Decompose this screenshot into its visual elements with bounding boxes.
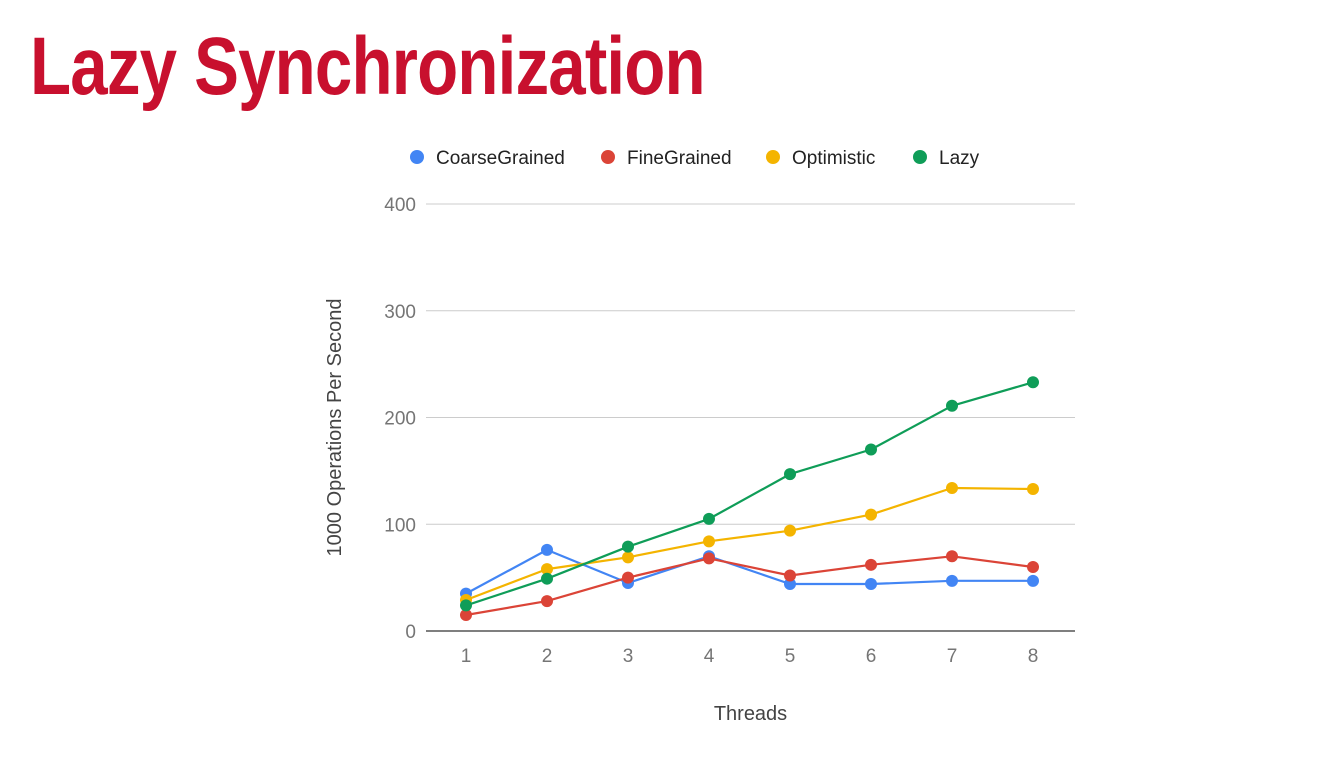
data-point xyxy=(541,595,553,608)
x-tick-label: 8 xyxy=(1028,646,1039,667)
data-point xyxy=(1027,376,1039,389)
y-tick-label: 400 xyxy=(384,195,416,216)
legend-marker xyxy=(601,150,615,164)
series-lazy xyxy=(460,376,1039,612)
data-point xyxy=(622,551,634,564)
legend-label: Lazy xyxy=(939,148,980,169)
legend: CoarseGrained FineGrained Optimistic Lazy xyxy=(410,148,980,169)
legend-label: Optimistic xyxy=(792,148,875,169)
legend-marker xyxy=(410,150,424,164)
series-line xyxy=(465,555,1034,617)
legend-marker xyxy=(766,150,780,164)
data-point xyxy=(541,563,553,576)
slide-title: Lazy Synchronization xyxy=(30,21,706,112)
legend-label: CoarseGrained xyxy=(436,148,565,169)
legend-item: Lazy xyxy=(913,148,980,169)
data-point xyxy=(946,399,958,412)
y-tick-label: 100 xyxy=(384,515,416,536)
x-tick-label: 7 xyxy=(947,646,958,667)
data-point xyxy=(865,558,877,571)
data-point xyxy=(784,569,796,582)
legend-item: CoarseGrained xyxy=(410,148,565,169)
data-point xyxy=(784,468,796,481)
series-layer xyxy=(460,376,1039,621)
data-point xyxy=(784,578,796,591)
data-point xyxy=(622,571,634,584)
x-axis-title: Threads xyxy=(714,703,787,725)
series-finegrained xyxy=(460,550,1039,621)
series-line xyxy=(465,486,1034,602)
legend-marker xyxy=(913,150,927,164)
data-point xyxy=(865,578,877,591)
legend-label: FineGrained xyxy=(627,148,732,169)
data-point xyxy=(1027,483,1039,496)
x-tick-labels: 1 2 3 4 5 6 7 8 xyxy=(461,646,1039,667)
y-tick-label: 0 xyxy=(405,622,416,643)
legend-item: FineGrained xyxy=(601,148,732,169)
data-point xyxy=(946,481,958,494)
y-axis-title: 1000 Operations Per Second xyxy=(324,299,346,557)
x-tick-label: 4 xyxy=(704,646,715,667)
data-point xyxy=(460,608,472,621)
data-point xyxy=(946,574,958,587)
data-point xyxy=(703,512,715,525)
data-point xyxy=(865,443,877,456)
y-tick-label: 300 xyxy=(384,302,416,323)
x-tick-label: 3 xyxy=(623,646,634,667)
data-point xyxy=(946,550,958,563)
data-point xyxy=(460,599,472,612)
legend-item: Optimistic xyxy=(766,148,875,169)
data-point xyxy=(1027,574,1039,587)
data-point xyxy=(541,543,553,556)
data-point xyxy=(1027,560,1039,573)
series-line xyxy=(465,381,1034,607)
data-point xyxy=(622,540,634,553)
y-tick-labels: 0 100 200 300 400 xyxy=(384,195,416,643)
x-tick-label: 5 xyxy=(785,646,796,667)
data-point xyxy=(703,552,715,565)
x-tick-label: 6 xyxy=(866,646,877,667)
x-tick-label: 1 xyxy=(461,646,472,667)
data-point xyxy=(703,535,715,548)
series-line xyxy=(465,548,1033,595)
y-tick-label: 200 xyxy=(384,409,416,430)
gridlines xyxy=(426,203,1075,525)
data-point xyxy=(784,524,796,537)
data-point xyxy=(541,572,553,585)
x-tick-label: 2 xyxy=(542,646,553,667)
data-point xyxy=(865,508,877,521)
